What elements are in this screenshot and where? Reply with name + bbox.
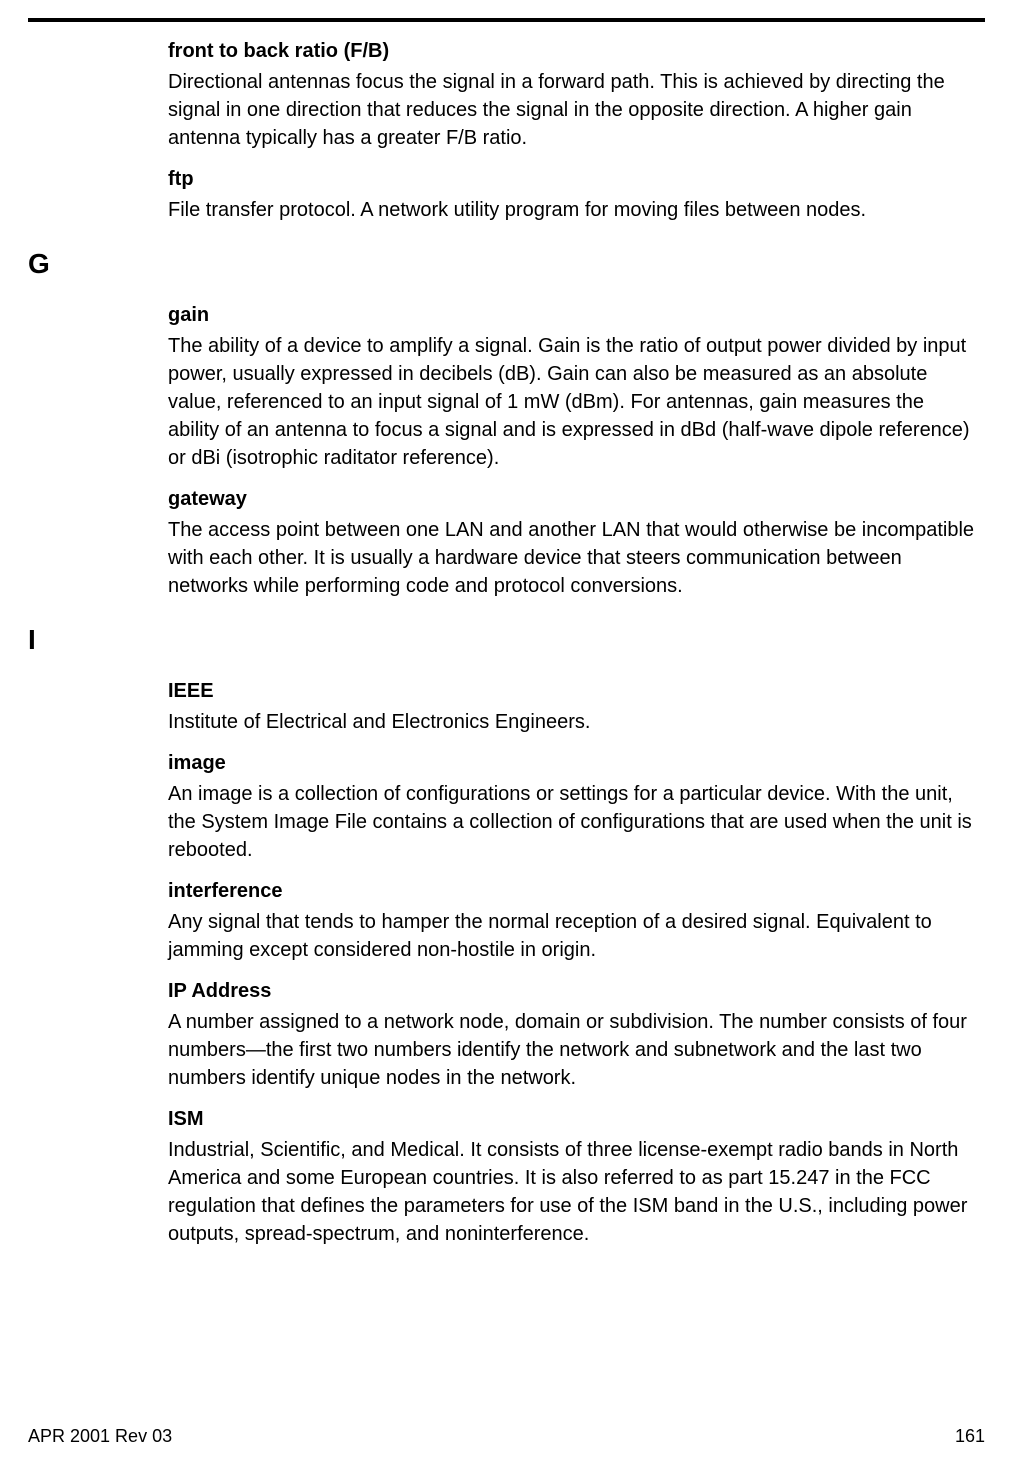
page-footer: APR 2001 Rev 03 161 (28, 1426, 985, 1447)
glossary-section: I IEEE Institute of Electrical and Elect… (28, 624, 985, 1248)
footer-page-number: 161 (955, 1426, 985, 1447)
glossary-entry: front to back ratio (F/B) Directional an… (168, 40, 975, 152)
glossary-term: ftp (168, 168, 975, 191)
glossary-entry: gateway The access point between one LAN… (168, 488, 975, 600)
glossary-definition: An image is a collection of configuratio… (168, 780, 975, 864)
glossary-entry: IP Address A number assigned to a networ… (168, 980, 975, 1092)
glossary-definition: Industrial, Scientific, and Medical. It … (168, 1136, 975, 1248)
glossary-definition: A number assigned to a network node, dom… (168, 1008, 975, 1092)
glossary-definition: Directional antennas focus the signal in… (168, 68, 975, 152)
top-rule (28, 18, 985, 22)
glossary-content: front to back ratio (F/B) Directional an… (28, 40, 985, 1264)
glossary-definition: File transfer protocol. A network utilit… (168, 196, 975, 224)
section-letter: G (28, 248, 168, 280)
glossary-entry: ISM Industrial, Scientific, and Medical.… (168, 1108, 975, 1248)
glossary-entry: image An image is a collection of config… (168, 752, 975, 864)
glossary-section: G gain The ability of a device to amplif… (28, 248, 985, 600)
glossary-term: front to back ratio (F/B) (168, 40, 975, 63)
glossary-definition: The access point between one LAN and ano… (168, 516, 975, 600)
glossary-term: IEEE (168, 680, 975, 703)
glossary-term: IP Address (168, 980, 975, 1003)
glossary-entry: ftp File transfer protocol. A network ut… (168, 168, 975, 224)
glossary-definition: Institute of Electrical and Electronics … (168, 708, 975, 736)
footer-revision: APR 2001 Rev 03 (28, 1426, 172, 1447)
glossary-term: ISM (168, 1108, 975, 1131)
glossary-section: front to back ratio (F/B) Directional an… (28, 40, 985, 224)
glossary-definition: The ability of a device to amplify a sig… (168, 332, 975, 472)
glossary-term: interference (168, 880, 975, 903)
glossary-term: gateway (168, 488, 975, 511)
glossary-entry: gain The ability of a device to amplify … (168, 304, 975, 472)
glossary-definition: Any signal that tends to hamper the norm… (168, 908, 975, 964)
section-letter: I (28, 624, 168, 656)
glossary-term: gain (168, 304, 975, 327)
glossary-term: image (168, 752, 975, 775)
glossary-entry: interference Any signal that tends to ha… (168, 880, 975, 964)
glossary-entry: IEEE Institute of Electrical and Electro… (168, 680, 975, 736)
